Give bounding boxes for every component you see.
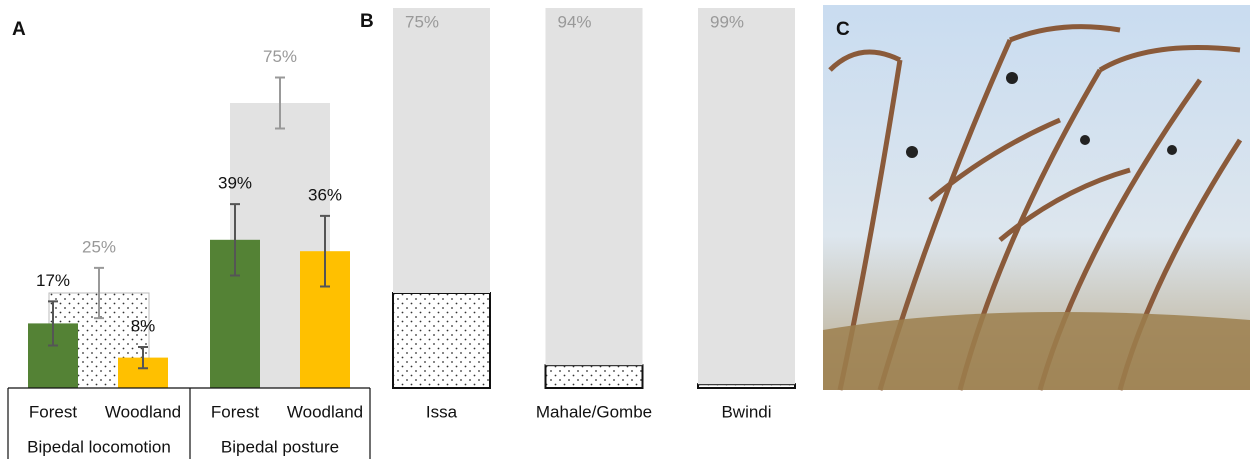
error-bar xyxy=(48,300,58,347)
value-label: 75% xyxy=(263,47,297,66)
value-label: 25% xyxy=(82,237,116,256)
bar-segment xyxy=(545,8,643,366)
bar-segment xyxy=(392,292,491,389)
error-bar xyxy=(320,214,330,288)
value-label: 75% xyxy=(405,12,439,31)
bar-segment xyxy=(393,8,490,293)
value-label: 94% xyxy=(558,12,592,31)
value-label: 8% xyxy=(131,316,156,335)
x-tick-label: Issa xyxy=(426,402,458,421)
group-label: Bipedal locomotion xyxy=(27,437,171,456)
bar-segment xyxy=(698,8,795,385)
x-tick-label: Forest xyxy=(29,402,77,421)
x-tick-label: Woodland xyxy=(105,402,181,421)
error-bar xyxy=(275,76,285,130)
x-tick-label: Woodland xyxy=(287,402,363,421)
x-tick-label: Bwindi xyxy=(721,402,771,421)
panel-label: C xyxy=(836,19,850,40)
group-label: Bipedal posture xyxy=(221,437,339,456)
axis xyxy=(7,387,371,459)
value-label: 39% xyxy=(218,174,252,193)
x-tick-label: Mahale/Gombe xyxy=(536,402,652,421)
value-label: 36% xyxy=(308,185,342,204)
error-bar xyxy=(230,203,240,277)
x-tick-label: Forest xyxy=(211,402,259,421)
bar-segment xyxy=(544,364,644,390)
error-bar xyxy=(94,266,104,320)
panel-label: B xyxy=(360,11,374,32)
error-bar xyxy=(138,345,148,370)
bar-segment xyxy=(697,383,796,390)
value-label: 99% xyxy=(710,12,744,31)
value-label: 17% xyxy=(36,271,70,290)
panel-label: A xyxy=(12,19,26,40)
photo xyxy=(823,5,1250,391)
